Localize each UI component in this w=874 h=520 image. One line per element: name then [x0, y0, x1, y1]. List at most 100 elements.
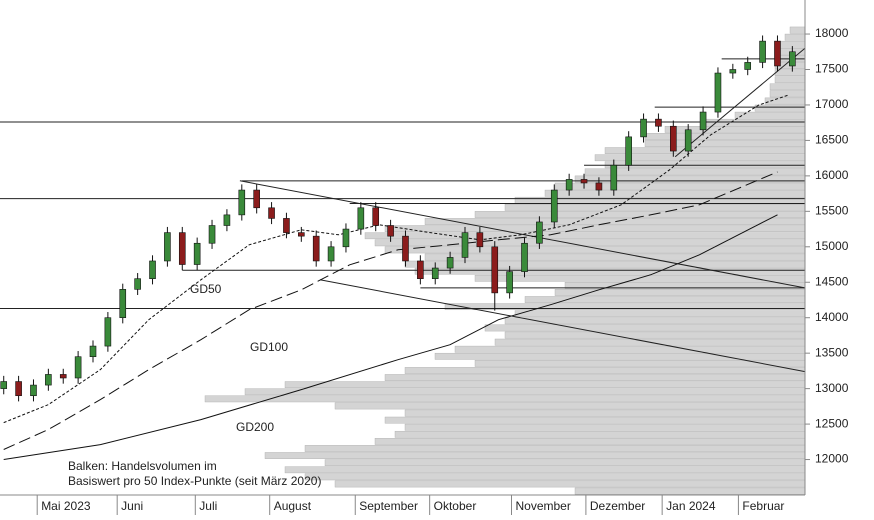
volume-bar — [514, 310, 806, 318]
candle-body — [789, 51, 796, 67]
moving-average — [3, 171, 778, 450]
candle-body — [268, 207, 275, 219]
trend-line — [239, 180, 806, 289]
volume-bar — [789, 26, 806, 34]
trend-line — [674, 47, 806, 158]
volume-bar — [304, 473, 806, 481]
volume-bar — [374, 438, 806, 445]
trend-line — [319, 279, 806, 373]
candle-body — [312, 235, 320, 262]
volume-bar — [284, 381, 806, 389]
candle-body — [342, 228, 350, 248]
y-tick-label: 18000 — [815, 26, 849, 40]
volume-bar — [374, 239, 806, 247]
candle-body — [134, 278, 141, 290]
candle-body — [759, 40, 766, 63]
volume-bar — [769, 90, 806, 98]
y-tick-label: 14500 — [815, 274, 849, 288]
y-tick-label: 13500 — [815, 345, 849, 359]
candle-body — [506, 271, 513, 294]
x-tick-label: September — [359, 499, 418, 513]
candle-body — [476, 232, 484, 248]
candle-body — [550, 189, 558, 223]
candle-body — [684, 129, 692, 152]
y-tick-label: 15000 — [815, 239, 849, 253]
candle-body — [431, 267, 439, 280]
candle-body — [521, 242, 528, 272]
candle-body — [774, 40, 781, 67]
volume-bar — [504, 331, 806, 339]
candle-body — [298, 232, 305, 237]
volume-bar — [474, 360, 806, 367]
candle-body — [595, 182, 603, 191]
volume-bar — [364, 232, 806, 240]
volume-bar — [774, 76, 806, 84]
volume-bar — [284, 466, 806, 474]
candle-body — [417, 260, 424, 280]
volume-bar — [554, 289, 806, 296]
candle-body — [580, 179, 588, 184]
candle-body — [193, 242, 201, 265]
volume-bar — [404, 367, 806, 374]
note: Balken: Handelsvolumen im — [68, 459, 217, 473]
x-tick-label: Jan 2024 — [666, 499, 716, 513]
ma-label: GD200 — [236, 420, 274, 434]
y-tick-label: 16000 — [815, 168, 849, 182]
volume-bar — [394, 430, 806, 438]
ma-label: GD100 — [250, 340, 288, 354]
candle-body — [446, 257, 454, 269]
y-tick-label: 17000 — [815, 97, 849, 111]
candle-body — [729, 69, 737, 74]
volume-bar — [504, 204, 806, 211]
candle-body — [387, 225, 394, 237]
candle-body — [283, 218, 290, 233]
candle-body — [640, 118, 647, 138]
y-tick-label: 16500 — [815, 133, 849, 147]
y-tick-label: 12000 — [815, 452, 849, 466]
candle-body — [178, 232, 186, 265]
candle-body — [59, 374, 67, 379]
volume-bar — [784, 33, 806, 41]
volume-bar — [264, 452, 806, 459]
y-tick-label: 14000 — [815, 310, 849, 324]
candle-body — [0, 381, 8, 389]
candle-body — [208, 225, 216, 244]
volume-bar — [414, 267, 806, 275]
candle-body — [238, 189, 246, 216]
candle-body — [119, 289, 127, 319]
candle-body — [461, 232, 469, 258]
candle-body — [149, 260, 156, 280]
volume-bar — [404, 409, 806, 417]
volume-bar — [774, 69, 806, 76]
volume-bar — [574, 487, 806, 495]
x-tick-label: August — [274, 499, 312, 513]
volume-bar — [424, 253, 806, 261]
volume-bar — [334, 480, 806, 488]
candle-body — [536, 221, 543, 244]
candle-body — [491, 246, 499, 294]
x-tick-label: Oktober — [434, 499, 477, 513]
volume-bar — [324, 459, 806, 467]
x-tick-label: Juni — [121, 499, 143, 513]
candle-body — [74, 356, 82, 379]
volume-bar — [384, 225, 806, 233]
moving-average — [3, 94, 789, 424]
y-tick-label: 13000 — [815, 381, 849, 395]
candle-body — [565, 179, 573, 191]
note: Basiswert pro 50 Index-Punkte (seit März… — [68, 474, 321, 488]
x-tick-label: Juli — [199, 499, 217, 513]
volume-bar — [304, 445, 806, 452]
candle-body — [164, 232, 171, 262]
volume-bar — [244, 388, 806, 396]
volume-bar — [754, 104, 806, 112]
volume-bar — [604, 147, 806, 154]
candle-body — [655, 118, 662, 127]
volume-bar — [454, 345, 806, 353]
candle-body — [357, 207, 365, 230]
volume-bar — [404, 423, 806, 431]
candle-body — [253, 189, 260, 209]
y-tick-label: 12500 — [815, 416, 849, 430]
volume-bar — [434, 352, 806, 360]
candle-body — [670, 125, 677, 152]
